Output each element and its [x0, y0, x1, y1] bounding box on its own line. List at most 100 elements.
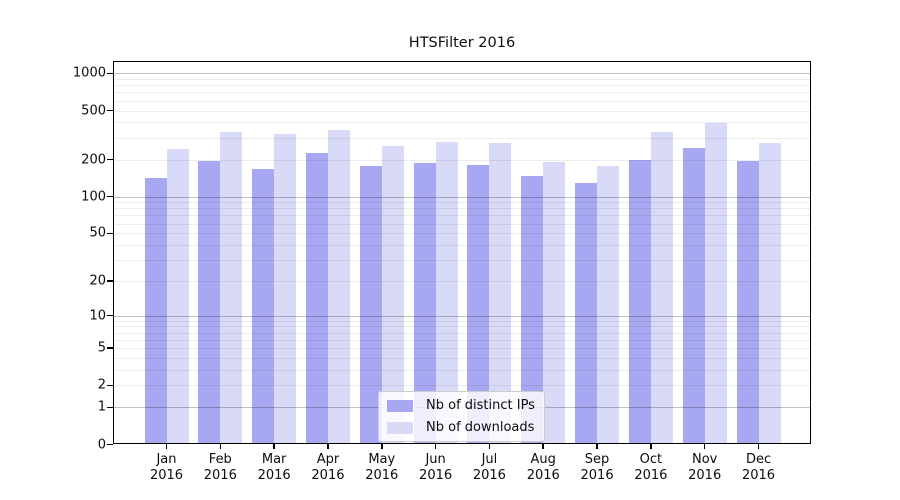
gridline-minor — [113, 122, 811, 124]
bar-downloads-oct-2016 — [650, 131, 673, 444]
gridline-minor — [113, 137, 811, 139]
gridline-minor — [113, 280, 811, 282]
bar-distinct-ips-jun-2016 — [413, 162, 436, 444]
y-axis-tick-mark — [107, 232, 113, 235]
gridline-minor — [113, 385, 811, 387]
y-axis-tick-mark — [107, 195, 113, 198]
y-axis-tick-label: 5 — [97, 340, 106, 356]
y-axis-tick-label: 1 — [97, 399, 106, 415]
gridline-major — [113, 73, 811, 75]
bar-downloads-feb-2016 — [220, 132, 243, 444]
x-axis-tick-mark — [381, 444, 383, 449]
grid-layer — [113, 61, 811, 444]
bar-distinct-ips-feb-2016 — [198, 160, 221, 444]
x-axis-tick-mark — [703, 444, 706, 449]
bar-distinct-ips-mar-2016 — [252, 168, 275, 444]
gridline-minor — [113, 208, 811, 210]
x-axis-tick-mark — [488, 444, 491, 449]
bar-distinct-ips-jan-2016 — [144, 177, 167, 444]
bar-downloads-aug-2016 — [543, 162, 566, 444]
gridline-minor — [113, 159, 811, 161]
legend: Nb of distinct IPs Nb of downloads — [378, 391, 545, 442]
y-axis-tick-mark — [107, 280, 113, 282]
bar-distinct-ips-sep-2016 — [575, 183, 598, 444]
legend-entry-downloads: Nb of downloads — [387, 420, 535, 435]
gridline-minor — [113, 370, 811, 372]
bar-distinct-ips-may-2016 — [359, 166, 382, 444]
gridline-minor — [113, 348, 811, 350]
y-axis-tick-label: 2 — [97, 377, 106, 393]
x-axis-tick-label: Jun 2016 — [419, 452, 453, 483]
bar-downloads-jul-2016 — [489, 142, 512, 444]
y-axis-tick-mark — [107, 384, 113, 387]
x-axis-tick-label: Feb 2016 — [203, 452, 237, 483]
gridline-minor — [113, 85, 811, 87]
bar-distinct-ips-nov-2016 — [682, 147, 705, 444]
y-axis-tick-label: 0 — [97, 437, 106, 452]
bar-distinct-ips-dec-2016 — [736, 161, 759, 444]
gridline-minor — [113, 320, 811, 322]
gridline-minor — [113, 233, 811, 235]
plot-area: Nb of distinct IPs Nb of downloads — [113, 61, 811, 444]
chart-title: HTSFilter 2016 — [408, 35, 516, 51]
x-axis-tick-label: Oct 2016 — [634, 452, 668, 483]
bar-distinct-ips-jul-2016 — [467, 164, 490, 444]
y-axis-tick-mark — [107, 406, 113, 408]
y-axis-tick-label: 200 — [81, 152, 106, 168]
y-axis-tick-label: 100 — [81, 189, 106, 205]
y-axis-tick-label: 500 — [81, 103, 106, 119]
y-axis-tick-mark — [107, 314, 113, 317]
gridline-major — [113, 196, 811, 198]
bar-downloads-jun-2016 — [435, 141, 458, 444]
bar-distinct-ips-oct-2016 — [628, 160, 651, 444]
gridline-minor — [113, 326, 811, 328]
gridline-minor — [113, 110, 811, 112]
bar-downloads-mar-2016 — [274, 133, 297, 444]
y-axis-tick-mark — [107, 109, 113, 112]
bar-downloads-nov-2016 — [704, 123, 727, 444]
legend-entry-distinct-ips: Nb of distinct IPs — [387, 398, 535, 413]
bar-distinct-ips-aug-2016 — [521, 176, 544, 444]
gridline-minor — [113, 332, 811, 334]
x-axis-tick-mark — [596, 444, 598, 449]
y-axis-tick-mark — [107, 443, 113, 446]
gridline-minor — [113, 358, 811, 360]
gridline-minor — [113, 215, 811, 217]
bars-layer — [113, 61, 811, 444]
y-axis-tick-label: 10 — [89, 308, 106, 324]
gridline-minor — [113, 223, 811, 225]
gridline-minor — [113, 244, 811, 246]
gridline-major — [113, 315, 811, 317]
x-axis-tick-mark — [219, 444, 222, 449]
y-axis-tick-label: 1000 — [72, 65, 106, 81]
x-axis-tick-mark — [327, 444, 329, 449]
y-axis-tick-mark — [107, 158, 113, 161]
x-axis-tick-mark — [650, 444, 652, 449]
x-axis-tick-mark — [434, 444, 437, 449]
gridline-minor — [113, 79, 811, 80]
gridline-minor — [113, 202, 811, 204]
gridline-minor — [113, 92, 811, 94]
gridline-minor — [113, 339, 811, 341]
y-axis-tick-mark — [107, 347, 113, 349]
x-axis-tick-label: Apr 2016 — [311, 452, 345, 483]
x-axis-tick-label: Aug 2016 — [526, 452, 560, 483]
x-axis-tick-label: Jul 2016 — [472, 452, 506, 483]
bar-downloads-apr-2016 — [327, 129, 350, 444]
x-axis-tick-label: Sep 2016 — [580, 452, 614, 483]
bar-downloads-dec-2016 — [758, 143, 781, 444]
x-axis-tick-label: Nov 2016 — [688, 452, 722, 483]
bar-distinct-ips-apr-2016 — [305, 153, 328, 444]
legend-label-downloads: Nb of downloads — [426, 420, 535, 435]
bar-downloads-may-2016 — [381, 145, 404, 444]
bar-downloads-jan-2016 — [166, 148, 189, 444]
y-axis-tick-label: 50 — [89, 225, 106, 241]
x-axis-tick-mark — [542, 444, 544, 449]
gridline-minor — [113, 260, 811, 262]
y-axis-tick-mark — [107, 72, 113, 75]
x-axis-tick-mark — [273, 444, 275, 449]
legend-swatch-distinct-ips — [387, 399, 413, 412]
legend-swatch-downloads — [387, 421, 413, 434]
x-axis-tick-label: May 2016 — [365, 452, 399, 483]
